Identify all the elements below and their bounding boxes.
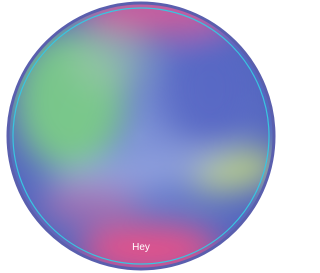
glow-bottom-pink [80, 225, 220, 273]
orb[interactable] [0, 0, 282, 273]
glow-blue [165, 35, 255, 145]
page: Hey (() => { const data = JSON.parse(doc… [0, 0, 282, 273]
glow-purple [40, 185, 140, 225]
glow-mint [70, 30, 150, 90]
orb-widget: Hey [0, 0, 282, 273]
orb-label: Hey [132, 242, 150, 253]
